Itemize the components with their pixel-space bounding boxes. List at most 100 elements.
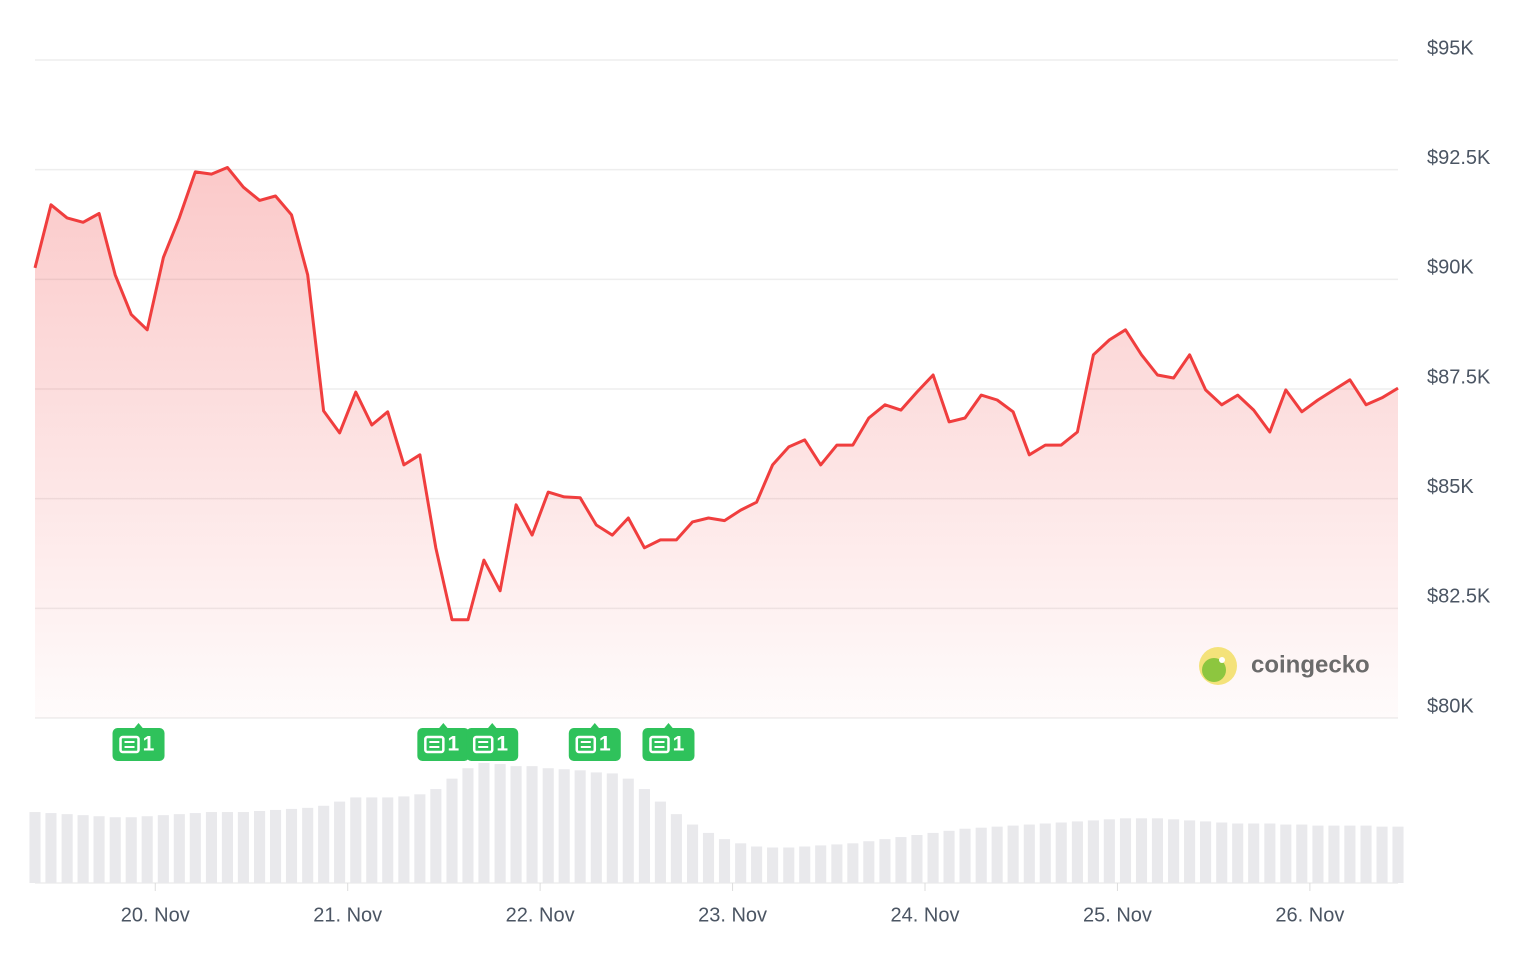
volume-bar	[638, 789, 650, 883]
volume-bar	[254, 811, 266, 883]
news-badge: 1	[466, 723, 519, 761]
badge-count: 1	[447, 733, 459, 756]
price-area	[35, 167, 1398, 718]
volume-bar	[799, 846, 811, 883]
volume-bar	[93, 816, 105, 883]
volume-bar	[77, 815, 89, 883]
volume-bar	[815, 845, 827, 883]
volume-bar	[350, 797, 362, 883]
logo-icon-inner	[1202, 658, 1226, 682]
volume-bar	[205, 812, 218, 883]
volume-bar	[895, 837, 907, 883]
badge-icon	[119, 735, 140, 754]
logo-eye	[1219, 657, 1225, 663]
volume-bar	[318, 805, 330, 883]
badge-pointer	[133, 723, 144, 729]
volume-bar	[718, 839, 731, 883]
x-tick-label: 21. Nov	[313, 904, 382, 926]
volume-bar	[1248, 823, 1260, 883]
y-tick-label: $95K	[1427, 37, 1474, 59]
badge-count: 1	[599, 733, 611, 756]
x-tick-label: 23. Nov	[698, 904, 767, 926]
badge-pointer	[589, 723, 600, 729]
volume-bar	[574, 770, 586, 883]
brand-name: coingecko	[1251, 651, 1370, 678]
volume-bar	[510, 766, 522, 883]
volume-bar	[991, 826, 1003, 883]
volume-bar	[927, 832, 939, 883]
volume-bar	[686, 824, 699, 883]
volume-bar	[1168, 819, 1180, 883]
volume-bar	[863, 841, 875, 883]
volume-bar	[366, 797, 378, 883]
volume-bar	[606, 773, 618, 883]
y-tick-label: $80K	[1427, 695, 1474, 717]
volume-bar	[494, 764, 506, 883]
volume-bar	[1055, 822, 1067, 883]
volume-bar	[1071, 821, 1083, 883]
y-tick-label: $85K	[1427, 476, 1474, 498]
volume-bar	[221, 812, 233, 883]
volume-bar	[1151, 818, 1164, 883]
volume-bar	[735, 843, 747, 883]
volume-bar	[334, 801, 346, 883]
volume-bar	[1392, 826, 1404, 883]
volume-bar	[398, 796, 410, 883]
volume-bar	[847, 843, 859, 883]
volume-bar	[622, 778, 634, 883]
volume-bar	[1216, 822, 1228, 883]
volume-bar	[29, 812, 41, 883]
volume-bar	[558, 769, 570, 883]
badge-icon	[649, 735, 670, 754]
volume-bar	[702, 832, 715, 883]
volume-bar	[1312, 825, 1324, 883]
volume-bar	[61, 814, 73, 883]
y-tick-label: $92.5K	[1427, 147, 1491, 169]
volume-bar	[670, 814, 682, 883]
volume-bar	[1039, 823, 1051, 883]
badge-count: 1	[673, 733, 685, 756]
brand-logo: coingecko	[1199, 647, 1370, 685]
volume-bar	[975, 827, 987, 883]
volume-bar	[189, 813, 201, 883]
volume-bar	[1328, 825, 1340, 883]
volume-bar	[1007, 825, 1019, 883]
volume-bar	[783, 847, 795, 883]
news-badge: 1	[568, 723, 621, 761]
volume-bar	[285, 808, 298, 883]
badge-icon	[472, 735, 494, 754]
volume-bar	[157, 815, 169, 883]
badge-pointer	[663, 723, 674, 729]
x-tick-label: 20. Nov	[121, 904, 190, 926]
volume-bar	[654, 801, 666, 883]
news-badge: 1	[112, 723, 165, 761]
volume-bar	[1119, 818, 1132, 883]
volume-bar	[462, 768, 474, 883]
price-line	[33, 166, 1399, 622]
volume-bar	[141, 816, 153, 883]
x-tick-label: 26. Nov	[1275, 904, 1344, 926]
volume-bar	[237, 812, 249, 883]
volume-bar	[1232, 823, 1244, 883]
volume-bar	[1376, 826, 1388, 883]
volume-bar	[414, 794, 426, 883]
volume-bar	[1296, 824, 1308, 883]
volume-bar	[1103, 819, 1115, 883]
volume-bar	[109, 817, 121, 883]
badge-pointer	[438, 723, 449, 729]
volume-bar	[590, 772, 602, 883]
volume-bar	[302, 807, 314, 883]
badge-icon	[575, 735, 597, 754]
volume-bar	[1087, 820, 1099, 883]
news-badge: 1	[417, 723, 470, 761]
volume-bar	[1280, 824, 1292, 883]
volume-bar	[1200, 821, 1212, 883]
badge-icon	[424, 735, 445, 754]
volume-bar	[382, 797, 394, 883]
volume-bar	[1344, 825, 1356, 883]
volume-bar	[1184, 820, 1196, 883]
volume-bar	[45, 813, 57, 883]
volume-bar	[943, 830, 955, 883]
x-tick-label: 25. Nov	[1083, 904, 1152, 926]
